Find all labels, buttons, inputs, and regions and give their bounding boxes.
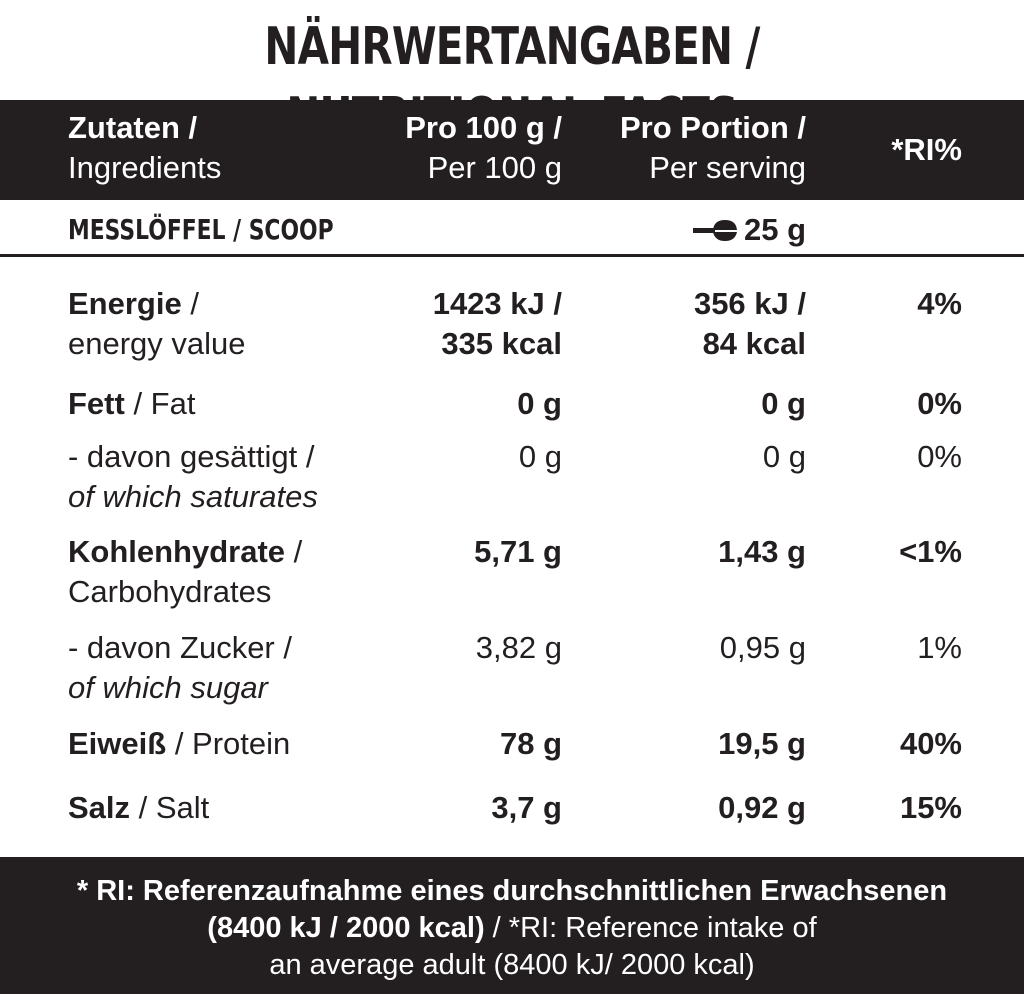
scoop-label: MESSLÖFFEL / SCOOP xyxy=(68,213,334,246)
header-serving-de: Pro Portion / xyxy=(620,110,806,145)
row-label-en: of which saturates xyxy=(68,479,318,514)
row-label-de: - davon gesättigt / xyxy=(68,439,315,474)
serving-value: 1,43 g xyxy=(718,534,806,569)
row-label: Energie / xyxy=(68,284,199,324)
row-label: Salz / Salt xyxy=(68,788,209,828)
row-label-en: energy value xyxy=(68,326,246,361)
header-ingredients-de: Zutaten / xyxy=(68,110,198,145)
footnote-line-1: * RI: Referenzaufnahme eines durchschnit… xyxy=(76,875,948,907)
scoop-icon xyxy=(693,220,737,241)
per100-value: 3,7 g xyxy=(491,790,562,825)
per100-value: 78 g xyxy=(499,726,562,761)
row-label-de: Eiweiß xyxy=(68,726,167,761)
row-label-en: / Fat xyxy=(124,386,196,421)
ri-value: 0% xyxy=(917,439,962,474)
footnote-line-3: an average adult (8400 kJ/ 2000 kcal) xyxy=(269,949,755,981)
row-label-de: Fett xyxy=(68,386,125,421)
row-label-de: - davon Zucker / xyxy=(68,630,292,665)
ri-value: 40% xyxy=(899,726,962,761)
serving-value: 0 g xyxy=(762,439,806,474)
serving-value: 356 kJ / xyxy=(693,286,806,321)
footnote-rest: / *RI: Reference intake of xyxy=(484,912,817,944)
serving-value: 0 g xyxy=(761,386,806,421)
header-per100-de: Pro 100 g / xyxy=(405,110,562,145)
row-label-en: Carbohydrates xyxy=(68,574,272,609)
row-label-de: Salz xyxy=(68,790,131,825)
per100-value: 0 g xyxy=(517,386,562,421)
row-label-en: / Salt xyxy=(130,790,210,825)
serving-value: 0,95 g xyxy=(719,630,806,665)
table-header: Zutaten / Ingredients Pro 100 g / Per 10… xyxy=(0,100,1024,200)
per100-value: 335 kcal xyxy=(441,326,562,361)
serving-value: 19,5 g xyxy=(718,726,806,761)
row-label-de: Kohlenhydrate xyxy=(68,534,286,569)
header-ri: *RI% xyxy=(891,132,962,167)
per100-value: 3,82 g xyxy=(475,630,562,665)
row-label-en: / Protein xyxy=(166,726,291,761)
footnote-line-2: (8400 kJ / 2000 kcal) / *RI: Reference i… xyxy=(0,910,1024,947)
per100-value: 0 g xyxy=(518,439,562,474)
ri-value: 4% xyxy=(917,286,962,321)
ri-value: <1% xyxy=(899,534,962,569)
scoop-row: MESSLÖFFEL / SCOOP 25 g xyxy=(0,202,1024,254)
header-per100-en: Per 100 g xyxy=(427,150,562,185)
serving-value: 0,92 g xyxy=(718,790,806,825)
header-ingredients-en: Ingredients xyxy=(68,150,222,185)
per100-value: 5,71 g xyxy=(474,534,562,569)
ri-value: 15% xyxy=(899,790,962,825)
row-label-sep: / xyxy=(285,534,303,569)
serving-value: 84 kcal xyxy=(702,326,806,361)
divider xyxy=(0,254,1024,257)
per100-value: 1423 kJ / xyxy=(432,286,562,321)
row-label-sep: / xyxy=(181,286,199,321)
scoop-value: 25 g xyxy=(743,212,806,247)
ri-value: 0% xyxy=(917,386,962,421)
ri-value: 1% xyxy=(917,630,962,665)
row-label: Fett / Fat xyxy=(68,384,195,424)
footnote: * RI: Referenzaufnahme eines durchschnit… xyxy=(0,857,1024,994)
row-label: Eiweiß / Protein xyxy=(68,724,290,764)
row-label-en: of which sugar xyxy=(68,670,268,705)
row-label-de: Energie xyxy=(68,286,182,321)
header-serving-en: Per serving xyxy=(649,150,806,185)
footnote-bold: (8400 kJ / 2000 kcal) xyxy=(207,912,485,944)
row-label: Kohlenhydrate / xyxy=(68,532,302,572)
